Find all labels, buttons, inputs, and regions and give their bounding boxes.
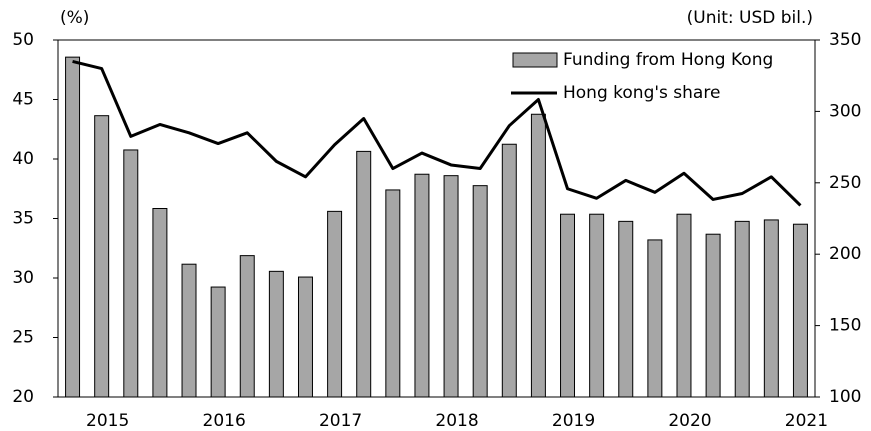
bar — [210, 286, 226, 398]
y2-tick-label: 100 — [829, 387, 861, 407]
bar — [181, 263, 197, 398]
bar — [123, 149, 139, 398]
x-tick-label: 2015 — [86, 411, 129, 431]
bar — [94, 115, 110, 398]
y2-tick-label: 250 — [829, 173, 861, 193]
y-tick-label: 40 — [12, 149, 34, 169]
x-tick-label: 2019 — [552, 411, 595, 431]
y2-tick-label: 150 — [829, 316, 861, 336]
bar — [268, 270, 284, 398]
bar — [705, 233, 721, 398]
x-tick-label: 2016 — [203, 411, 246, 431]
bar — [734, 220, 750, 398]
x-tick-label: 2018 — [435, 411, 478, 431]
bar — [501, 143, 517, 398]
y2-tick-label: 200 — [829, 244, 861, 264]
y-tick-label: 20 — [12, 387, 34, 407]
bar — [327, 210, 343, 398]
y2-axis-label: (Unit: USD bil.) — [687, 8, 813, 28]
y2-tick-label: 300 — [829, 101, 861, 121]
y-tick-label: 30 — [12, 268, 34, 288]
bar — [239, 255, 255, 398]
bar — [676, 213, 692, 398]
y-axis-label: (%) — [60, 8, 89, 28]
legend-label: Funding from Hong Kong — [563, 50, 773, 70]
y2-tick-label: 350 — [829, 30, 861, 50]
bar — [385, 189, 401, 398]
x-tick-label: 2021 — [785, 411, 828, 431]
y-tick-label: 45 — [12, 90, 34, 110]
bar — [618, 220, 634, 398]
bar — [792, 223, 808, 398]
bar — [356, 150, 372, 398]
bar — [472, 185, 488, 398]
y-tick-label: 50 — [12, 30, 34, 50]
bar — [763, 219, 779, 398]
x-tick-label: 2020 — [668, 411, 711, 431]
legend-label: Hong kong's share — [563, 83, 720, 103]
bar — [647, 239, 663, 398]
bar — [589, 213, 605, 398]
bar — [414, 173, 430, 398]
bar — [297, 276, 313, 398]
x-tick-label: 2017 — [319, 411, 362, 431]
y-tick-label: 35 — [12, 209, 34, 229]
bar — [443, 175, 459, 398]
bar — [152, 208, 168, 398]
y-tick-label: 25 — [12, 328, 34, 348]
bar — [530, 113, 546, 398]
line — [72, 59, 802, 207]
bar — [65, 56, 81, 398]
bar — [560, 213, 576, 398]
legend-swatch — [512, 52, 558, 68]
